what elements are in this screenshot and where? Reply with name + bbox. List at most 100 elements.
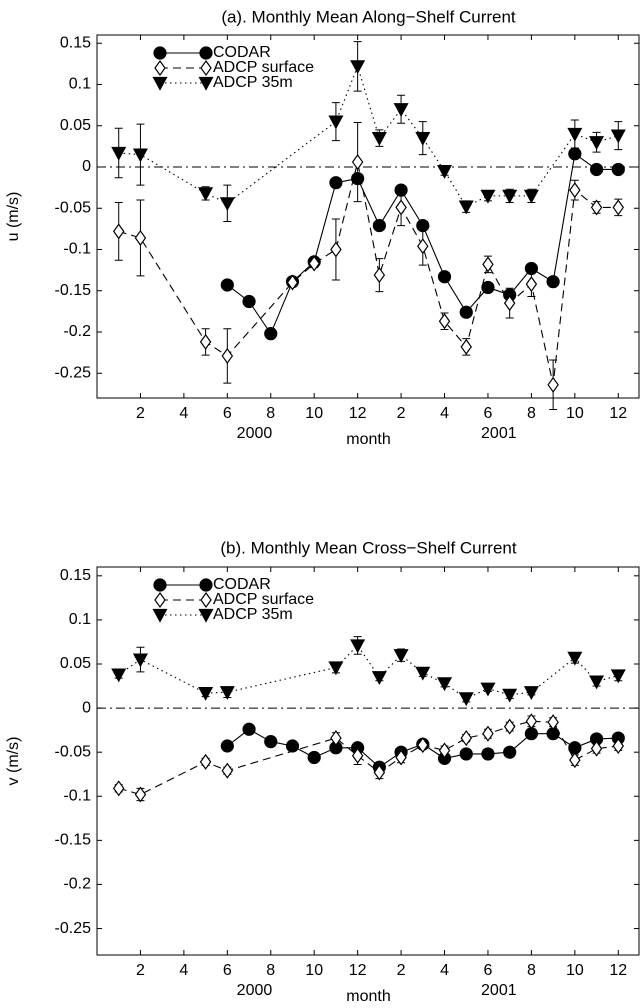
marker bbox=[546, 275, 560, 289]
legend-marker bbox=[152, 76, 168, 91]
x-tick-label: 2 bbox=[136, 405, 145, 422]
marker bbox=[242, 722, 256, 736]
marker bbox=[569, 182, 581, 199]
x-tick-label: 6 bbox=[484, 962, 493, 979]
marker bbox=[111, 146, 127, 161]
x-tick-label: 2 bbox=[397, 962, 406, 979]
marker bbox=[371, 671, 387, 685]
y-tick-label: -0.25 bbox=[55, 364, 92, 381]
marker bbox=[547, 714, 559, 731]
marker bbox=[373, 267, 386, 284]
y-tick-label: -0.2 bbox=[63, 323, 91, 340]
marker bbox=[328, 115, 344, 130]
x-tick-label: 10 bbox=[305, 962, 323, 979]
marker bbox=[438, 313, 451, 330]
marker bbox=[524, 727, 539, 741]
marker bbox=[482, 725, 494, 742]
marker bbox=[417, 238, 429, 255]
marker bbox=[134, 786, 147, 803]
x-tick-label: 10 bbox=[305, 405, 323, 422]
x-tick-label: 4 bbox=[440, 405, 449, 422]
marker bbox=[199, 753, 212, 770]
marker bbox=[132, 148, 148, 163]
marker bbox=[589, 162, 604, 177]
legend-marker bbox=[153, 578, 167, 592]
marker bbox=[219, 686, 235, 700]
y-tick-label: -0.1 bbox=[63, 241, 91, 258]
marker bbox=[220, 278, 234, 292]
marker bbox=[612, 199, 625, 216]
series-line bbox=[118, 644, 619, 700]
marker bbox=[220, 739, 234, 753]
marker bbox=[523, 189, 539, 204]
legend-marker bbox=[200, 59, 212, 77]
x-tick-label: 6 bbox=[223, 962, 232, 979]
marker bbox=[481, 280, 495, 295]
marker bbox=[373, 764, 386, 781]
marker bbox=[286, 274, 299, 291]
x-tick-label: 10 bbox=[566, 405, 584, 422]
marker bbox=[350, 639, 366, 654]
x-tick-label: 12 bbox=[609, 962, 627, 979]
x-tick-label: 12 bbox=[349, 405, 367, 422]
marker bbox=[482, 256, 494, 273]
marker bbox=[112, 780, 125, 797]
marker bbox=[567, 127, 583, 142]
marker bbox=[438, 742, 451, 759]
marker bbox=[610, 669, 626, 684]
y-tick-label: -0.25 bbox=[55, 920, 92, 937]
marker bbox=[502, 688, 518, 703]
y-tick-label: -0.2 bbox=[63, 876, 91, 893]
x-tick-label: 6 bbox=[223, 405, 232, 422]
year-label: 2000 bbox=[237, 982, 273, 999]
marker bbox=[569, 752, 581, 769]
y-tick-label: 0.05 bbox=[60, 117, 91, 134]
legend-label: ADCP 35m bbox=[213, 606, 293, 623]
marker bbox=[395, 749, 407, 766]
marker bbox=[415, 666, 431, 681]
y-tick-label: 0.15 bbox=[60, 34, 91, 51]
x-tick-label: 8 bbox=[527, 405, 536, 422]
marker bbox=[481, 747, 495, 761]
marker bbox=[480, 682, 496, 697]
legend-marker bbox=[154, 591, 166, 609]
marker bbox=[112, 223, 125, 240]
y-tick-label: 0 bbox=[82, 699, 91, 716]
marker bbox=[437, 270, 452, 284]
marker bbox=[525, 713, 538, 730]
marker bbox=[221, 347, 234, 364]
marker bbox=[395, 199, 407, 216]
marker bbox=[134, 229, 147, 246]
marker bbox=[264, 327, 278, 341]
x-tick-label: 4 bbox=[440, 962, 449, 979]
marker bbox=[198, 187, 214, 202]
marker bbox=[351, 747, 364, 764]
plot-frame bbox=[96, 34, 640, 399]
marker bbox=[415, 132, 431, 146]
marker bbox=[285, 739, 300, 753]
marker bbox=[458, 692, 474, 707]
marker bbox=[480, 189, 496, 204]
year-label: 2001 bbox=[481, 982, 517, 999]
series-line bbox=[118, 64, 619, 208]
marker bbox=[503, 745, 517, 759]
marker bbox=[589, 136, 605, 151]
marker bbox=[611, 162, 625, 177]
marker bbox=[308, 255, 320, 272]
marker bbox=[590, 199, 603, 216]
x-tick-label: 2 bbox=[136, 962, 145, 979]
legend-label: ADCP surface bbox=[213, 59, 314, 76]
x-tick-label: 8 bbox=[527, 962, 536, 979]
marker bbox=[460, 338, 472, 355]
marker bbox=[437, 165, 453, 179]
marker bbox=[610, 129, 626, 144]
marker bbox=[219, 197, 235, 212]
marker bbox=[198, 687, 214, 701]
marker bbox=[351, 154, 364, 171]
marker bbox=[590, 740, 603, 757]
marker bbox=[523, 686, 539, 700]
legend-marker bbox=[198, 76, 214, 91]
y-tick-label: -0.15 bbox=[55, 282, 92, 299]
marker bbox=[393, 103, 409, 118]
